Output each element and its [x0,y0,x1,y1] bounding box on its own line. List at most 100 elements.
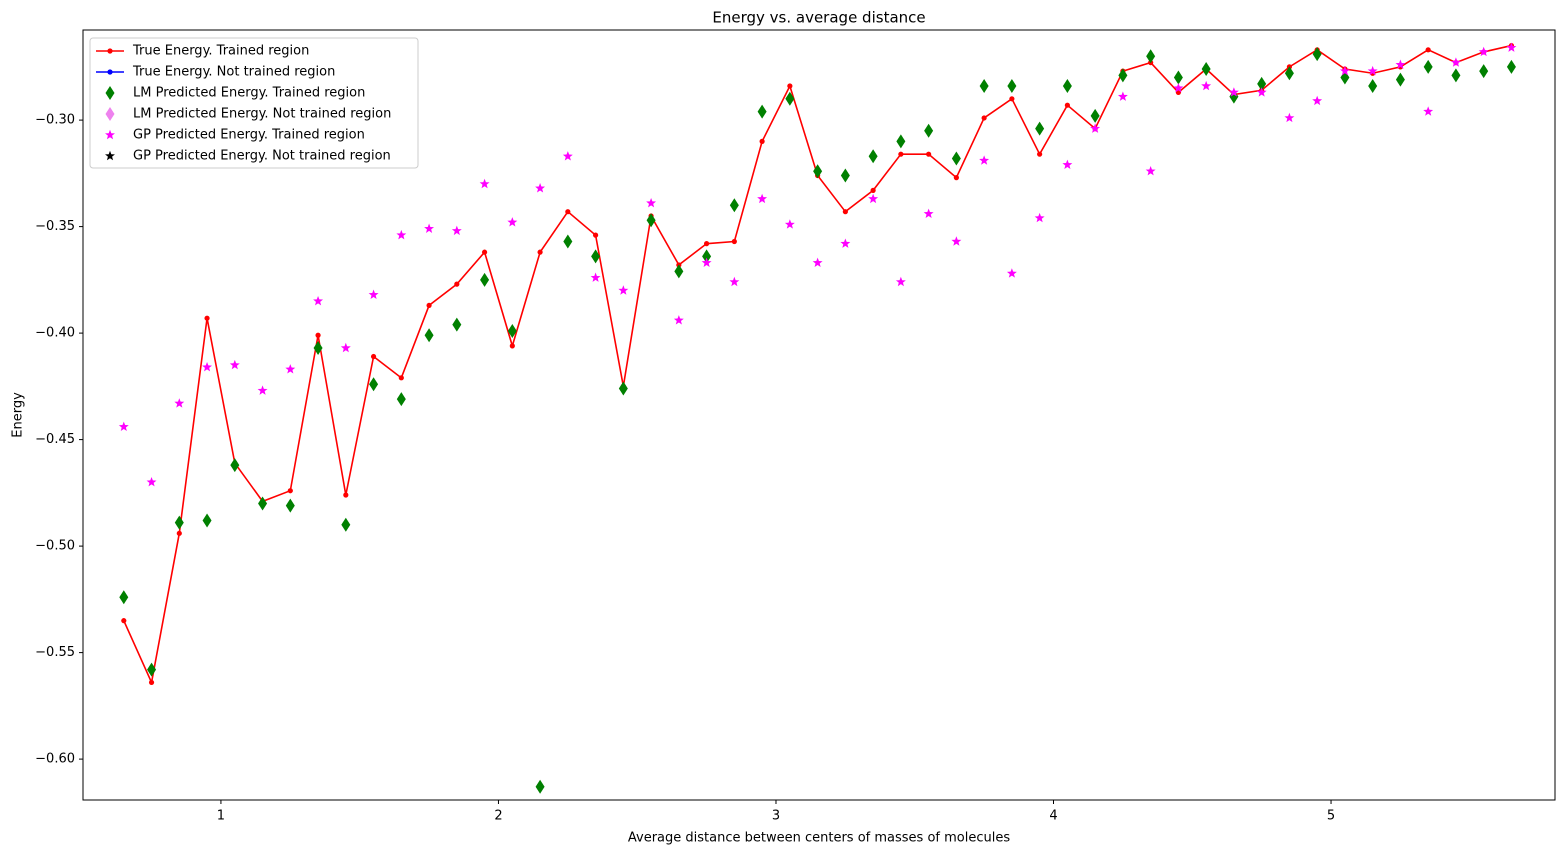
point [343,492,349,498]
diamond-point [1451,68,1461,83]
point [731,238,737,245]
diamond-point [757,104,767,119]
diamond-point [979,79,989,94]
diamond-point [702,249,712,264]
point [898,151,904,157]
diamond-point [1395,72,1405,87]
point [315,332,321,338]
star-point [673,315,684,325]
y-tick-label: −0.45 [35,432,75,447]
diamond-point [341,517,351,532]
star-point [590,272,601,282]
diamond-point [369,377,379,392]
star-point [923,208,934,219]
point [426,302,432,309]
diamond-point [1035,121,1045,136]
legend-label: LM Predicted Energy. Not trained region [133,107,391,122]
diamond-point [535,779,545,794]
star-point [118,421,129,432]
star-point [507,217,518,227]
x-tick-label: 1 [217,809,225,824]
legend-label: True Energy. Trained region [132,44,309,59]
star-point [729,276,740,287]
diamond-point [646,213,656,228]
legend-box [89,37,419,169]
star-point [1062,159,1073,170]
x-tick-label: 3 [772,809,780,824]
diamond-point [119,590,129,605]
star-point [757,193,768,204]
diamond-point [840,168,850,183]
diamond-point [258,496,268,511]
diamond-point [147,662,157,677]
diamond-point [951,151,961,166]
x-tick-label: 2 [494,809,502,824]
point [148,679,155,686]
star-point [1478,46,1489,57]
y-tick-label: −0.50 [35,539,75,554]
point [870,187,876,193]
star-point [1034,212,1045,223]
y-tick-label: −0.55 [35,645,75,660]
point [107,48,113,54]
diamond-point [896,134,906,149]
diamond-point [313,341,323,356]
star-point [174,398,185,408]
y-tick-label: −0.30 [35,113,75,128]
point [1037,151,1043,157]
star-point [1506,42,1517,52]
star-point [202,361,212,372]
star-point [1201,80,1212,91]
star-point [1173,82,1184,93]
star-point [951,236,962,246]
point [1064,102,1070,108]
diamond-point [924,123,934,138]
diamond-point [868,149,878,164]
diamond-point [285,498,295,513]
star-point [1312,95,1323,106]
diamond-point [452,317,462,332]
star-point [105,150,115,161]
legend-label: GP Predicted Energy. Trained region [133,128,365,143]
point [204,315,210,321]
star-point [285,364,296,374]
diamond-point [202,513,212,528]
star-point [840,238,851,248]
diamond-point [813,164,823,179]
point [398,375,404,381]
star-point [313,295,324,306]
diamond-point [1062,79,1072,94]
star-point [396,229,407,240]
point [481,249,488,255]
star-point [618,285,629,295]
star-point [979,155,990,165]
star-point [1145,166,1156,176]
star-point [1090,123,1101,133]
star-point [1006,268,1017,278]
star-point [701,257,712,268]
x-tick-label: 5 [1327,809,1335,824]
point [759,138,765,144]
diamond-point [563,234,573,249]
y-tick-label: −0.60 [35,752,75,767]
star-point [229,359,240,370]
star-point [535,183,546,193]
diamond-point [785,91,795,106]
diamond-point [1007,79,1017,94]
diamond-point [105,86,115,100]
diamond-point [1368,79,1378,94]
star-point [340,342,351,353]
star-point [368,289,379,299]
diamond-point [674,264,684,279]
legend-label: True Energy. Not trained region [132,65,335,80]
point [1009,96,1015,102]
chart-title: Energy vs. average distance [712,9,925,27]
star-point [646,197,657,208]
point [537,249,543,255]
point [926,151,932,157]
star-point [1339,65,1350,76]
diamond-point [1257,76,1267,91]
star-point [1367,65,1378,76]
star-point [257,385,268,395]
